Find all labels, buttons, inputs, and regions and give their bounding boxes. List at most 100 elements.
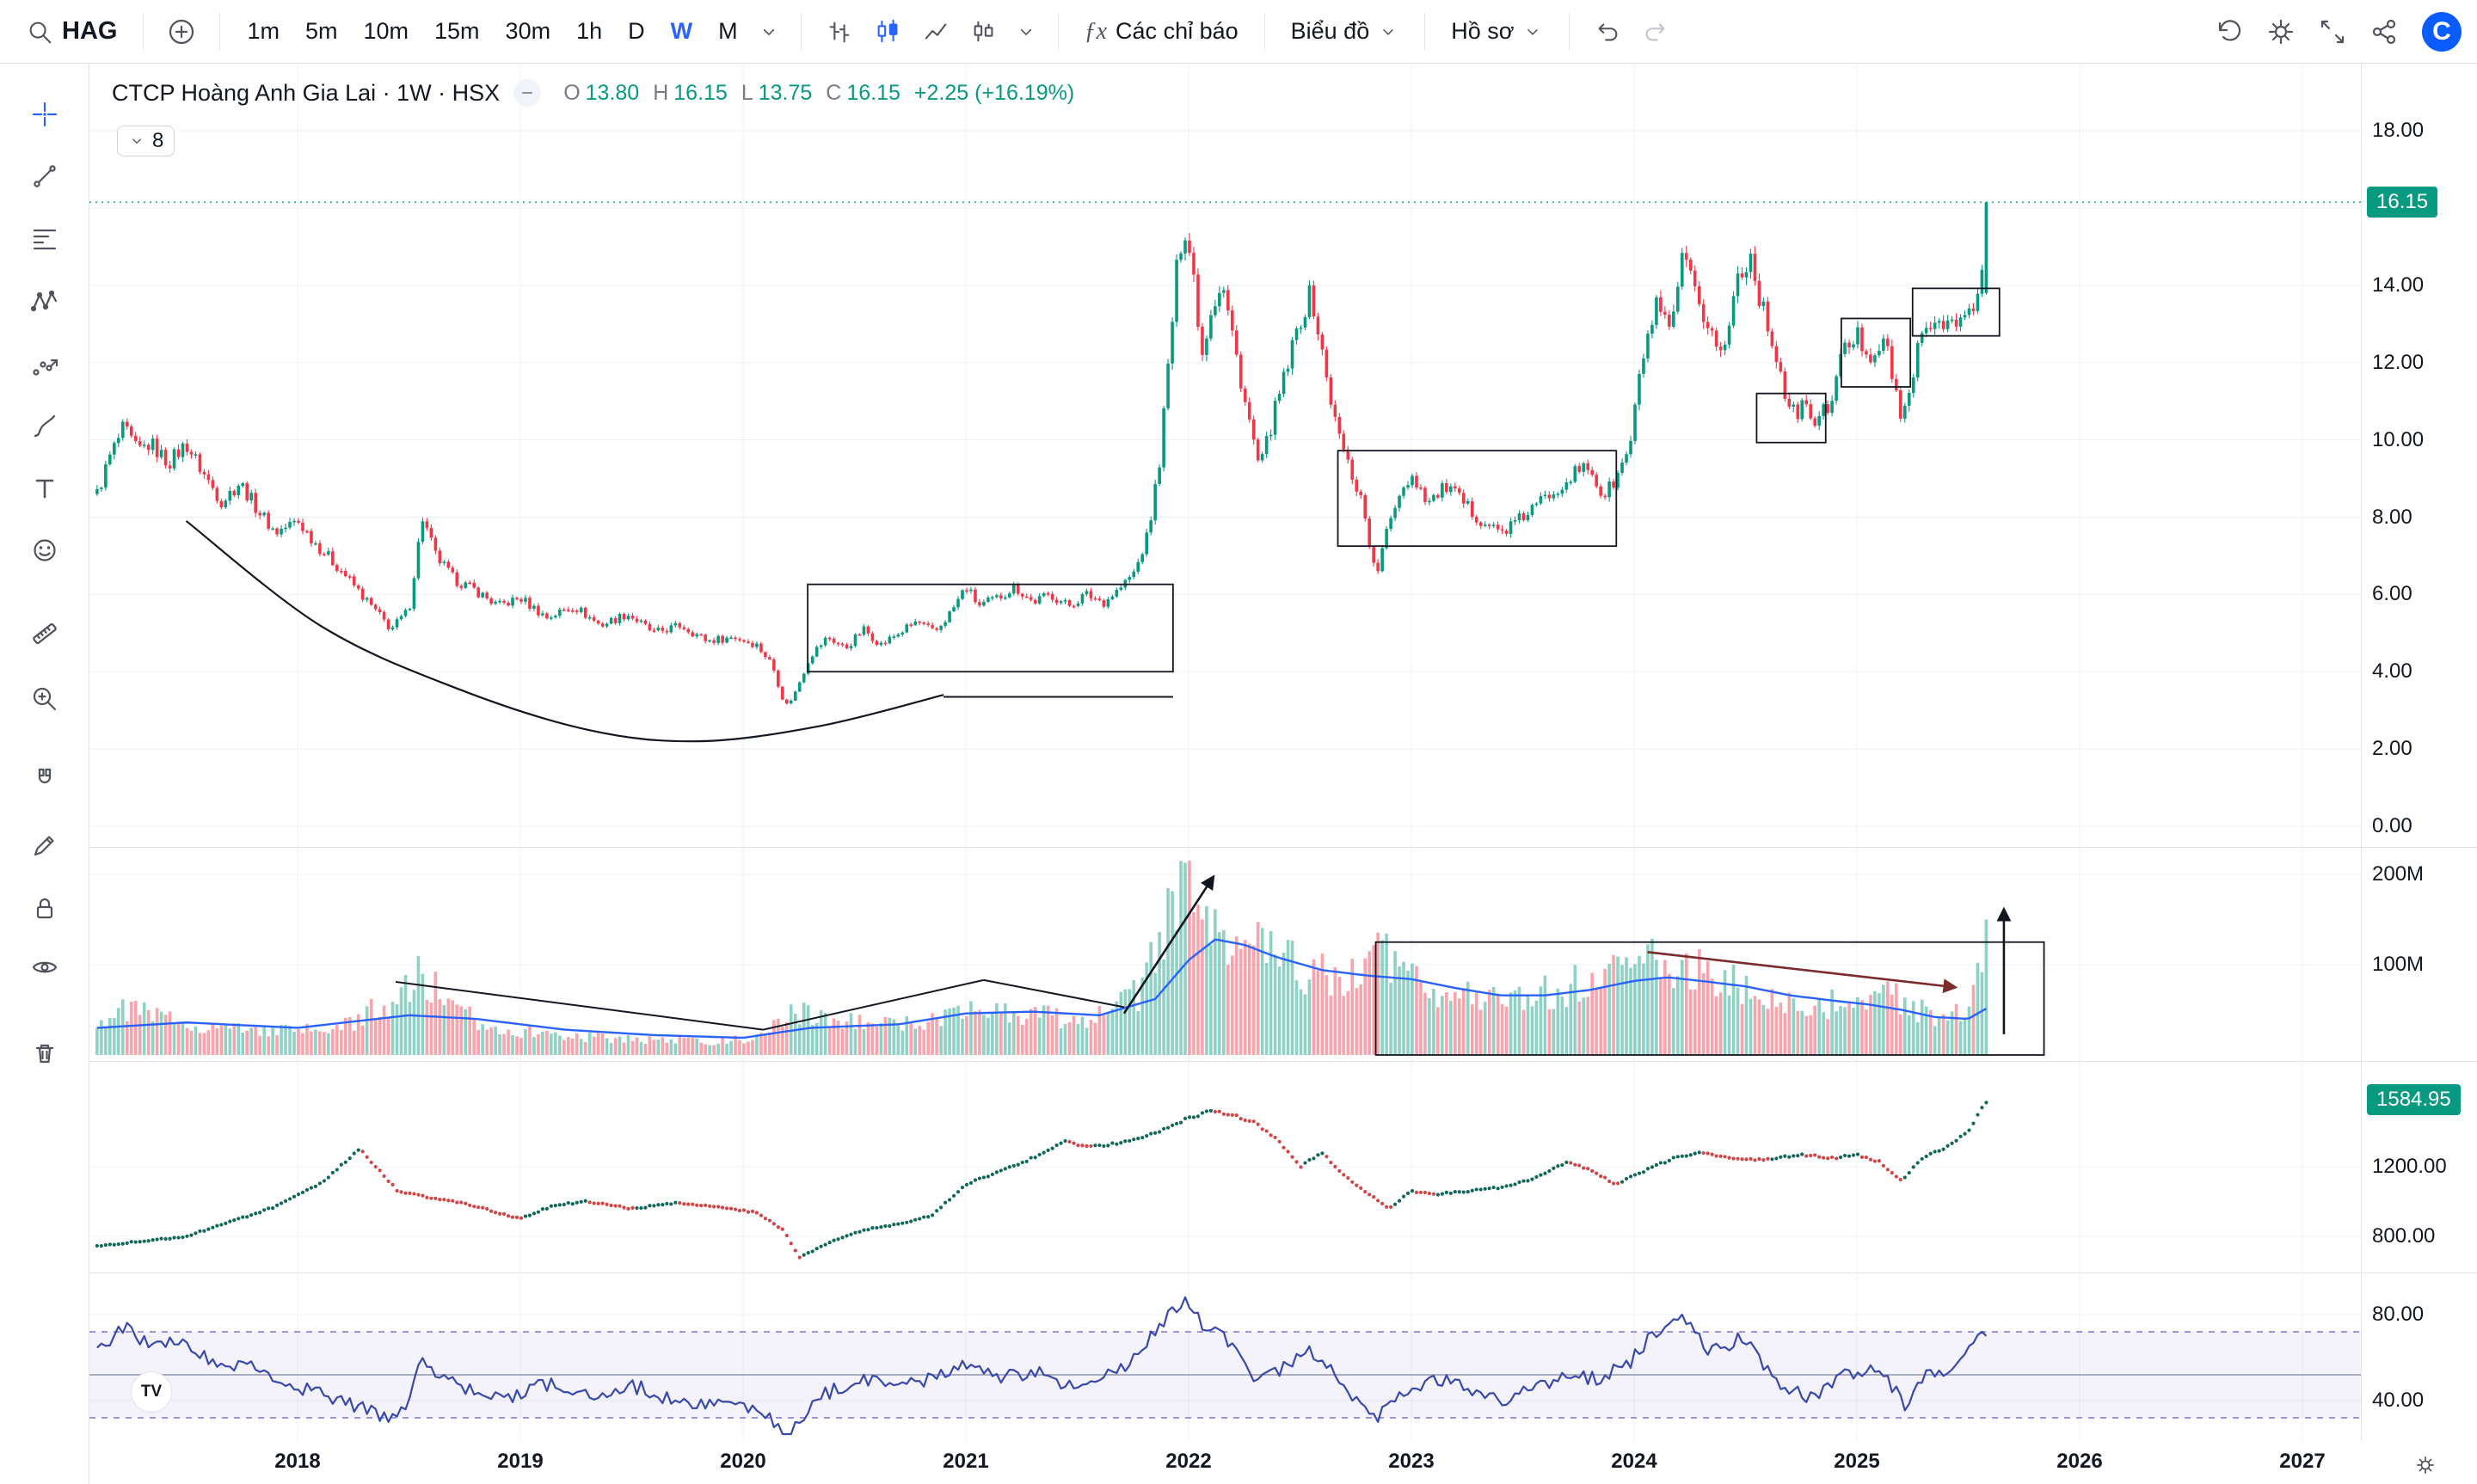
volume-label: 200M bbox=[2372, 862, 2425, 886]
interval-button-m[interactable]: M bbox=[718, 18, 738, 44]
change-value: +2.25 (+16.19%) bbox=[913, 80, 1075, 105]
chart-style-bars-button[interactable] bbox=[817, 9, 862, 54]
symbol-description[interactable]: CTCP Hoàng Anh Gia Lai · 1W · HSX bbox=[112, 79, 501, 106]
pane-divider[interactable] bbox=[89, 1061, 2477, 1062]
share-button[interactable] bbox=[2362, 9, 2406, 54]
symbol-search-group: HAG 1m 5m 10m 15m 30m 1h D W M bbox=[15, 9, 1678, 54]
chart-style-candles-button[interactable] bbox=[865, 9, 910, 54]
interval-button-d[interactable]: D bbox=[628, 18, 645, 44]
redo-button[interactable] bbox=[1633, 9, 1678, 54]
line-style-icon bbox=[925, 22, 946, 40]
text-tool-icon bbox=[35, 479, 54, 499]
tool-forecast[interactable] bbox=[22, 342, 67, 387]
open-value: 13.80 bbox=[585, 80, 640, 105]
tool-emoji[interactable] bbox=[22, 528, 67, 573]
replay-icon bbox=[2218, 19, 2241, 41]
chevron-down-icon bbox=[1383, 28, 1393, 35]
share-icon bbox=[2372, 19, 2396, 44]
tool-measure[interactable] bbox=[22, 611, 67, 656]
interval-button-5m[interactable]: 5m bbox=[304, 18, 338, 44]
chart-legend: CTCP Hoàng Anh Gia Lai · 1W · HSX O 13.8… bbox=[112, 79, 1074, 107]
interval-menu-button[interactable] bbox=[753, 9, 785, 54]
hide-series-button[interactable] bbox=[513, 79, 542, 107]
toolbar-separator bbox=[143, 12, 144, 51]
tool-magnet[interactable] bbox=[22, 757, 67, 802]
bars-style-icon bbox=[829, 21, 849, 42]
bar-replay-button[interactable] bbox=[2207, 9, 2252, 54]
undo-icon bbox=[1599, 22, 1618, 40]
interval-button-1h[interactable]: 1h bbox=[576, 18, 603, 44]
tool-text[interactable] bbox=[22, 466, 67, 511]
indicators-button[interactable]: ƒx Các chỉ báo bbox=[1074, 13, 1249, 51]
toolbar-separator bbox=[1263, 12, 1265, 51]
pane-divider[interactable] bbox=[89, 847, 2477, 848]
ohlc-values: O 13.80 H 16.15 L 13.75 C 16.15 +2.25 (+… bbox=[555, 81, 1074, 106]
minus-icon bbox=[522, 92, 533, 94]
compare-label: 800.00 bbox=[2372, 1224, 2436, 1248]
search-icon bbox=[29, 21, 52, 43]
time-axis-settings-button[interactable] bbox=[2408, 1448, 2443, 1482]
tradingview-logo[interactable]: TV bbox=[132, 1372, 171, 1412]
lock-icon bbox=[36, 898, 53, 919]
price-label: 2.00 bbox=[2372, 737, 2412, 760]
tool-xabcd-pattern[interactable] bbox=[22, 279, 67, 323]
price-axis[interactable]: 18.00 16.15 14.00 12.00 10.00 8.00 6.00 … bbox=[2362, 64, 2477, 1441]
tool-zoom[interactable] bbox=[22, 677, 67, 721]
interval-button-w[interactable]: W bbox=[670, 18, 693, 44]
gear-icon bbox=[2268, 19, 2294, 44]
price-axis-border bbox=[2361, 64, 2362, 1441]
price-label: 8.00 bbox=[2372, 506, 2412, 529]
indicators-label: Các chỉ báo bbox=[1116, 18, 1238, 44]
fib-retracement-icon bbox=[33, 229, 57, 250]
tool-fib-retracement[interactable] bbox=[22, 217, 67, 261]
symbol-search-button[interactable]: HAG bbox=[15, 12, 127, 51]
tool-lock-drawings[interactable] bbox=[22, 823, 67, 868]
chart-style-hollow-candles-button[interactable] bbox=[962, 9, 1006, 54]
layout-templates-button[interactable]: Biểu đồ bbox=[1281, 13, 1410, 50]
price-label: 14.00 bbox=[2372, 273, 2425, 297]
year-label: 2019 bbox=[497, 1450, 544, 1473]
interval-button-15m[interactable]: 15m bbox=[434, 18, 480, 44]
price-label: 4.00 bbox=[2372, 659, 2412, 683]
toolbar-separator bbox=[800, 12, 802, 51]
chart-style-menu-button[interactable] bbox=[1010, 9, 1042, 54]
interval-button-30m[interactable]: 30m bbox=[505, 18, 551, 44]
redo-icon bbox=[1646, 22, 1665, 40]
year-label: 2025 bbox=[1834, 1450, 1880, 1473]
oscillator-label: 80.00 bbox=[2372, 1303, 2425, 1326]
oscillator-label: 40.00 bbox=[2372, 1389, 2425, 1412]
year-label: 2018 bbox=[274, 1450, 321, 1473]
hollow-candles-style-icon bbox=[974, 21, 993, 41]
fullscreen-button[interactable] bbox=[2310, 9, 2355, 54]
interval-button-1m[interactable]: 1m bbox=[247, 18, 280, 44]
tool-lock[interactable] bbox=[22, 886, 67, 931]
year-label: 2021 bbox=[943, 1450, 989, 1473]
compare-value-badge: 1584.95 bbox=[2367, 1084, 2461, 1115]
open-label: O bbox=[563, 80, 581, 105]
low-value: 13.75 bbox=[758, 80, 813, 105]
toolbar-right-group: C bbox=[2207, 9, 2462, 54]
pane-divider[interactable] bbox=[89, 1272, 2477, 1273]
brush-icon bbox=[34, 414, 56, 438]
interval-button-10m[interactable]: 10m bbox=[363, 18, 409, 44]
xabcd-pattern-icon bbox=[30, 290, 58, 312]
tool-trend-line[interactable] bbox=[22, 154, 67, 199]
year-label: 2026 bbox=[2056, 1450, 2103, 1473]
broker-logo[interactable]: C bbox=[2422, 11, 2462, 52]
tool-remove-objects[interactable] bbox=[22, 1031, 67, 1076]
undo-button[interactable] bbox=[1585, 9, 1630, 54]
year-label: 2022 bbox=[1165, 1450, 1212, 1473]
time-axis[interactable]: 2018 2019 2020 2021 2022 2023 2024 2025 … bbox=[89, 1441, 2477, 1484]
year-label: 2024 bbox=[1611, 1450, 1657, 1473]
profile-menu-button[interactable]: Hồ sơ bbox=[1441, 13, 1553, 50]
chart-canvas[interactable] bbox=[89, 64, 2361, 1441]
tool-brush[interactable] bbox=[22, 404, 67, 449]
settings-button[interactable] bbox=[2259, 9, 2303, 54]
tool-hide-drawings[interactable] bbox=[22, 945, 67, 990]
forecast-icon bbox=[33, 359, 58, 376]
price-label: 10.00 bbox=[2372, 428, 2425, 451]
tool-crosshair[interactable] bbox=[22, 92, 67, 137]
chart-style-line-button[interactable] bbox=[913, 9, 958, 54]
add-symbol-button[interactable] bbox=[159, 9, 204, 54]
object-tree-pill[interactable]: 8 bbox=[117, 126, 175, 156]
